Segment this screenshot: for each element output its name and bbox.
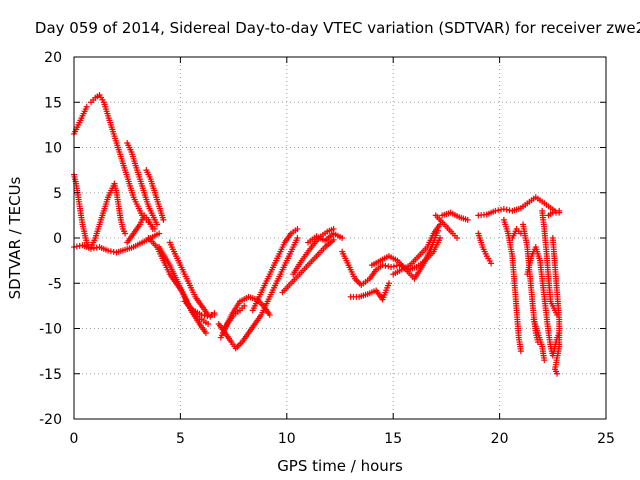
data-point: [498, 206, 505, 213]
data-point: [554, 370, 561, 377]
series-track-7: [111, 180, 129, 237]
series-track-25: [432, 212, 461, 241]
series-track-32: [524, 244, 563, 359]
y-tick-label: 10: [44, 141, 62, 157]
x-tick-label: 10: [278, 431, 296, 447]
data-point: [294, 225, 301, 232]
data-point: [330, 236, 337, 243]
data-point: [205, 320, 212, 327]
x-tick-label: 5: [176, 431, 185, 447]
y-tick-label: 0: [53, 231, 62, 247]
data-point: [149, 225, 156, 232]
data-point: [107, 248, 114, 255]
data-marks: [71, 92, 563, 377]
data-point: [379, 262, 386, 269]
data-point: [388, 263, 395, 270]
series-track-13: [181, 298, 218, 320]
data-point: [464, 216, 471, 223]
series-track-34: [539, 207, 561, 318]
data-point: [73, 243, 80, 250]
series-track-20: [305, 230, 346, 246]
data-point: [211, 310, 218, 317]
data-point: [122, 230, 129, 237]
data-point: [339, 235, 346, 241]
series-track-11: [166, 239, 218, 318]
data-point: [105, 247, 112, 254]
data-point: [160, 216, 167, 223]
series-track-8: [71, 230, 163, 256]
data-point: [153, 221, 160, 228]
data-point: [488, 260, 495, 267]
data-point: [204, 313, 211, 320]
data-point: [434, 227, 441, 234]
y-axis-ticks: -20 -15 -10 -5 0 5 10 15 20: [39, 50, 606, 428]
data-point: [556, 209, 563, 216]
data-point: [198, 311, 205, 318]
series-track-27: [475, 230, 495, 267]
data-point: [294, 235, 301, 241]
y-tick-label: 5: [53, 186, 62, 202]
series-track-14: [215, 235, 301, 352]
y-tick-label: -20: [39, 412, 62, 428]
data-point: [500, 206, 507, 213]
y-tick-label: 20: [44, 50, 62, 66]
series-track-22: [347, 280, 392, 303]
data-point: [390, 263, 397, 270]
data-point: [492, 207, 499, 214]
y-tick-label: -5: [48, 276, 62, 292]
data-point: [454, 235, 461, 241]
series-track-33: [530, 316, 548, 364]
x-axis-ticks: 0 5 10 15 20 25: [70, 57, 615, 447]
data-point: [517, 348, 524, 355]
x-tick-label: 20: [491, 431, 509, 447]
x-tick-label: 25: [597, 431, 615, 447]
series-track-29: [500, 216, 524, 355]
y-axis-label: SDTVAR / TECUs: [6, 176, 24, 299]
series-track-16: [219, 293, 273, 337]
data-point: [266, 311, 273, 318]
series-track-28: [475, 194, 563, 219]
series-track-6: [88, 180, 118, 251]
x-tick-label: 0: [70, 431, 79, 447]
series-track-12: [156, 244, 209, 337]
data-point: [88, 245, 95, 252]
data-point: [382, 262, 389, 269]
data-point: [83, 103, 90, 110]
data-point: [385, 280, 392, 287]
series-track-35: [549, 235, 563, 377]
series-track-18: [279, 236, 337, 296]
x-axis-label: GPS time / hours: [277, 457, 403, 475]
series-track-17: [249, 225, 301, 314]
data-point: [503, 206, 510, 213]
data-point: [541, 357, 548, 364]
data-point: [385, 263, 392, 270]
data-point: [90, 245, 97, 252]
data-point: [201, 312, 208, 319]
series-track-36: [545, 209, 563, 219]
data-point: [202, 330, 209, 337]
series-track-26: [439, 209, 471, 223]
series-track-4: [143, 167, 167, 223]
series-track-9: [124, 212, 156, 246]
chart-title: Day 059 of 2014, Sidereal Day-to-day VTE…: [35, 19, 640, 37]
y-tick-label: 15: [44, 95, 62, 111]
y-tick-label: -15: [39, 367, 62, 383]
x-tick-label: 15: [384, 431, 402, 447]
series-track-1: [71, 103, 90, 137]
data-point: [156, 230, 163, 237]
series-track-24: [368, 227, 441, 282]
y-tick-label: -10: [39, 322, 62, 338]
series-track-3: [124, 139, 160, 228]
series-track-2: [88, 92, 158, 232]
data-point: [495, 207, 502, 214]
series-track-30: [509, 225, 524, 241]
data-point: [241, 302, 248, 309]
